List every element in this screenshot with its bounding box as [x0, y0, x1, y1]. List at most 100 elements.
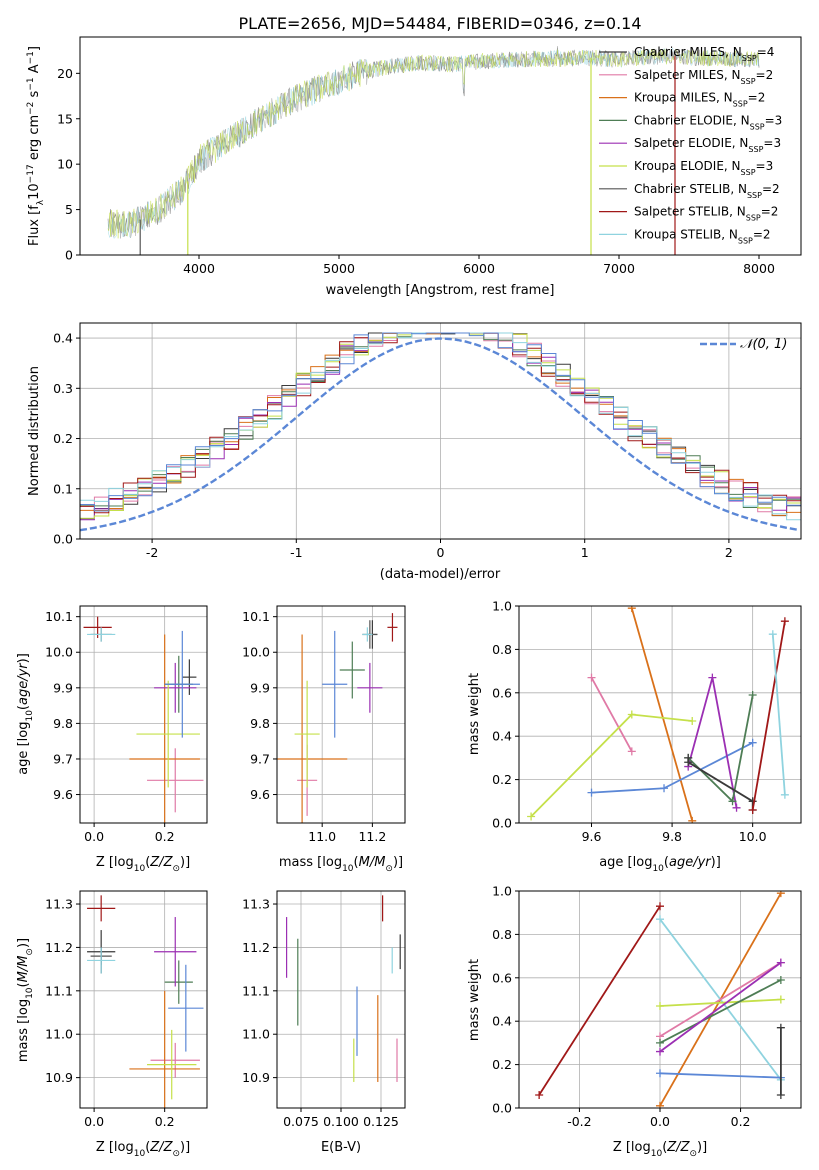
- age-vs-mass-axes: 11.0 11.2 9.6 9.7 9.8 9.9 10.0 10.1: [242, 605, 406, 844]
- y-tick-label: 0.2: [492, 1057, 512, 1072]
- massweight-point-marker: [748, 738, 757, 747]
- axes-frame: [79, 322, 802, 540]
- massweight-series-line: [659, 979, 782, 1044]
- x-tick-label: 0.125: [363, 1114, 399, 1129]
- massweight-series-line: [590, 677, 633, 752]
- y-tick-label: 20: [57, 66, 73, 81]
- massweight-point-marker: [776, 891, 785, 898]
- massweight-point-marker: [656, 1069, 664, 1078]
- massweight-vs-age-ylabel: mass weight: [467, 673, 482, 755]
- massweight-vs-Z-ylabel: mass weight: [467, 959, 482, 1041]
- spectrum-ylabel: Flux [fλ10−17 erg cm−2 s−1 A−1]: [26, 46, 46, 246]
- y-tick-label: 0.0: [492, 816, 512, 831]
- massweight-series-line: [751, 621, 786, 811]
- axes-frame: [518, 890, 802, 1109]
- y-tick-label: 11.3: [45, 897, 73, 912]
- x-tick-label: 10.0: [739, 829, 767, 844]
- massweight-series-line: [630, 607, 694, 822]
- mass-vs-Z-xlabel: Z [log10(Z/Z⊙)]: [96, 1140, 190, 1159]
- x-tick-label: 8000: [743, 261, 775, 276]
- spectrum-legend: Chabrier MILES, NSSP=4 Salpeter MILES, NS…: [599, 45, 782, 245]
- massweight-series-line: [530, 713, 693, 818]
- massweight-point-marker: [776, 975, 785, 984]
- massweight-point-marker: [656, 1101, 664, 1108]
- y-tick-label: 1.0: [492, 599, 512, 614]
- legend-label: Kroupa ELODIE, NSSP=3: [634, 159, 773, 177]
- spectrum-axes: 4000 5000 6000 7000 8000 0 5 10 15 20: [57, 36, 802, 276]
- massweight-vs-age-xlabel: age [log10(age/yr)]: [599, 855, 721, 874]
- x-tick-label: 7000: [603, 261, 635, 276]
- legend-label: Chabrier STELIB, NSSP=2: [634, 182, 780, 200]
- y-tick-label: 9.6: [53, 787, 73, 802]
- mass-vs-Z-axes: 0.0 0.2 10.9 11.0 11.1 11.2 11.3: [45, 890, 208, 1129]
- mass-vs-EBV-xlabel: E(B-V): [321, 1140, 361, 1155]
- y-tick-label: 10.1: [242, 609, 270, 624]
- massweight-point-marker: [732, 803, 741, 812]
- age-vs-Z-xlabel: Z [log10(Z/Z⊙)]: [96, 855, 190, 874]
- x-tick-label: 2: [725, 545, 733, 560]
- y-tick-label: 0.4: [492, 729, 512, 744]
- legend-label: Chabrier MILES, NSSP=4: [634, 45, 774, 63]
- massweight-point-marker: [776, 958, 785, 967]
- massweight-point-marker: [780, 790, 789, 799]
- mass-vs-EBV-axes: 0.075 0.100 0.125 10.9 11.0 11.1 11.2 11.3: [242, 890, 406, 1129]
- massweight-point-marker: [688, 816, 697, 823]
- age-vs-Z-axes: 0.0 0.2 9.6 9.7 9.8 9.9 10.0 10.1: [45, 605, 208, 844]
- y-tick-label: 9.6: [250, 787, 270, 802]
- x-tick-label: 5000: [323, 261, 355, 276]
- gaussian-curve: [80, 337, 799, 532]
- y-tick-label: 9.9: [250, 680, 270, 695]
- massweight-series-line: [687, 677, 738, 808]
- axes-frame: [518, 605, 802, 824]
- massweight-series-line: [538, 905, 661, 1096]
- plot-area: [527, 606, 789, 823]
- massweight-point-marker: [656, 1047, 664, 1056]
- massweight-vs-Z-axes: -0.2 0.0 0.2 0.0 0.2 0.4 0.6 0.8 1.0: [492, 884, 802, 1129]
- legend-label: Chabrier ELODIE, NSSP=3: [634, 113, 782, 130]
- plot-area: [83, 616, 204, 823]
- massweight-point-marker: [708, 673, 717, 682]
- massweight-series-line: [659, 961, 782, 1053]
- massweight-point-marker: [776, 1023, 785, 1032]
- massweight-point-marker: [768, 630, 777, 639]
- legend-label: Kroupa STELIB, NSSP=2: [634, 227, 771, 245]
- massweight-point-marker: [535, 1090, 544, 1099]
- massweight-point-marker: [684, 758, 693, 767]
- residuals-axes: -2 -1 0 1 2 0.0 0.1 0.2 0.3 0.4: [53, 322, 802, 560]
- x-tick-label: 0.0: [84, 829, 104, 844]
- plot-area: [80, 332, 801, 532]
- y-tick-label: 11.3: [242, 897, 270, 912]
- massweight-series-line: [659, 961, 782, 1038]
- massweight-point-marker: [776, 995, 785, 1004]
- plot-area: [277, 613, 398, 823]
- axes-frame: [79, 890, 208, 1109]
- y-tick-label: 0.8: [492, 642, 512, 657]
- mass-vs-Z-ylabel: mass [log10(M/M⊙)]: [16, 938, 35, 1062]
- x-tick-label: 0.100: [323, 1114, 359, 1129]
- x-tick-label: 0.0: [650, 1114, 670, 1129]
- massweight-point-marker: [656, 915, 664, 924]
- y-tick-label: 10.9: [45, 1070, 73, 1085]
- massweight-point-marker: [627, 606, 636, 613]
- x-tick-label: 0.2: [155, 1114, 175, 1129]
- y-tick-label: 10: [57, 157, 73, 172]
- y-tick-label: 9.8: [250, 716, 270, 731]
- y-tick-label: 11.2: [45, 940, 73, 955]
- x-tick-label: 9.6: [582, 829, 602, 844]
- figure-title: PLATE=2656, MJD=54484, FIBERID=0346, z=0…: [238, 14, 641, 33]
- massweight-series-line: [659, 998, 781, 1007]
- massweight-point-marker: [627, 710, 636, 719]
- x-tick-label: 11.0: [308, 829, 336, 844]
- plot-area: [107, 46, 760, 255]
- y-tick-label: 0.0: [53, 532, 73, 547]
- y-tick-label: 0.1: [53, 481, 73, 496]
- age-vs-Z-ylabel: age [log10(age/yr)]: [16, 653, 35, 775]
- legend-label: Salpeter MILES, NSSP=2: [634, 68, 773, 86]
- y-tick-label: 5: [65, 202, 73, 217]
- y-tick-label: 9.9: [53, 680, 73, 695]
- age-vs-mass-xlabel: mass [log10(M/M⊙)]: [279, 855, 403, 874]
- massweight-point-marker: [780, 617, 789, 626]
- massweight-point-marker: [748, 805, 757, 814]
- axes-frame: [276, 890, 406, 1109]
- axes-frame: [276, 605, 406, 824]
